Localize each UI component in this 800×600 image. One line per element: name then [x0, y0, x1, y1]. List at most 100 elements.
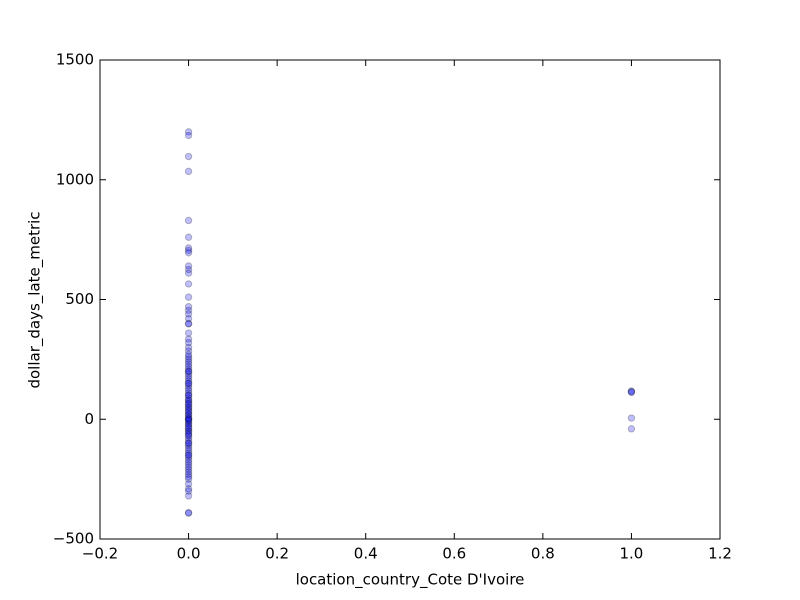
point — [184, 262, 193, 270]
point — [184, 420, 193, 428]
y-tick-label: 0 — [84, 410, 94, 428]
point — [627, 414, 636, 422]
y-axis-label: dollar_days_late_metric — [26, 211, 45, 388]
point — [184, 167, 193, 176]
point — [184, 451, 193, 459]
point — [184, 377, 193, 385]
point — [184, 379, 193, 388]
x-tick-label: 0.8 — [531, 545, 555, 563]
point — [184, 416, 193, 425]
point — [184, 415, 193, 423]
point — [184, 391, 193, 399]
point — [184, 362, 193, 371]
x-tick-label: −0.2 — [82, 545, 118, 563]
point — [184, 444, 193, 452]
point — [184, 451, 193, 459]
point — [184, 431, 193, 439]
point — [184, 396, 193, 404]
x-tick-label: 1.2 — [708, 545, 732, 563]
point — [184, 410, 193, 419]
point — [627, 388, 636, 396]
x-tick-label: 1.0 — [619, 545, 643, 563]
point — [184, 314, 193, 323]
point — [184, 246, 193, 255]
point — [184, 319, 193, 328]
point — [184, 423, 193, 432]
x-axis-label: location_country_Cote D'Ivoire — [296, 571, 525, 590]
point — [627, 387, 636, 395]
point — [184, 437, 193, 445]
point — [184, 485, 193, 493]
point — [184, 427, 193, 435]
point — [184, 372, 193, 380]
point — [184, 293, 193, 301]
point — [184, 335, 193, 343]
x-tick-label: 0.0 — [177, 545, 201, 563]
point — [184, 386, 193, 395]
point — [184, 413, 193, 421]
y-tick-label: −500 — [53, 530, 94, 548]
point — [184, 492, 193, 500]
point — [184, 280, 193, 288]
point — [184, 422, 193, 431]
point — [184, 401, 193, 409]
point — [184, 310, 193, 318]
x-tick-label: 0.4 — [354, 545, 378, 563]
point — [184, 393, 193, 402]
point — [627, 425, 636, 433]
y-tick-label: 1500 — [56, 51, 94, 69]
point — [184, 403, 193, 411]
point — [627, 388, 636, 397]
point — [184, 391, 193, 399]
point — [184, 399, 193, 408]
x-tick-label: 0.6 — [442, 545, 466, 563]
point — [184, 429, 193, 438]
point — [184, 338, 193, 347]
point — [184, 384, 193, 392]
point — [184, 216, 193, 225]
point — [184, 152, 193, 161]
point — [184, 415, 193, 423]
point — [184, 470, 193, 479]
y-tick-label: 1000 — [56, 170, 94, 188]
point — [184, 358, 193, 366]
point — [184, 302, 193, 311]
point — [184, 360, 193, 368]
point — [184, 350, 193, 359]
point — [184, 408, 193, 416]
point — [184, 463, 193, 471]
point — [184, 425, 193, 433]
point — [184, 244, 193, 252]
point — [184, 458, 193, 467]
point — [184, 382, 193, 390]
point — [184, 353, 193, 361]
point — [184, 365, 193, 373]
point — [184, 508, 193, 517]
point — [184, 329, 193, 337]
point — [184, 449, 193, 457]
point — [184, 396, 193, 404]
point — [184, 398, 193, 407]
point — [184, 487, 193, 495]
point — [184, 370, 193, 378]
point — [184, 414, 193, 422]
point — [184, 128, 193, 136]
point — [184, 439, 193, 447]
x-tick-label: 0.2 — [265, 545, 289, 563]
point — [184, 306, 193, 314]
point — [184, 509, 193, 517]
point — [184, 374, 193, 383]
point — [184, 439, 193, 447]
point — [184, 427, 193, 435]
point — [184, 441, 193, 450]
point — [184, 420, 193, 428]
point — [184, 347, 193, 355]
point — [184, 269, 193, 277]
point — [184, 417, 193, 426]
point — [184, 465, 193, 474]
point — [184, 367, 193, 376]
point — [184, 131, 193, 140]
point — [184, 233, 193, 241]
point — [184, 410, 193, 419]
